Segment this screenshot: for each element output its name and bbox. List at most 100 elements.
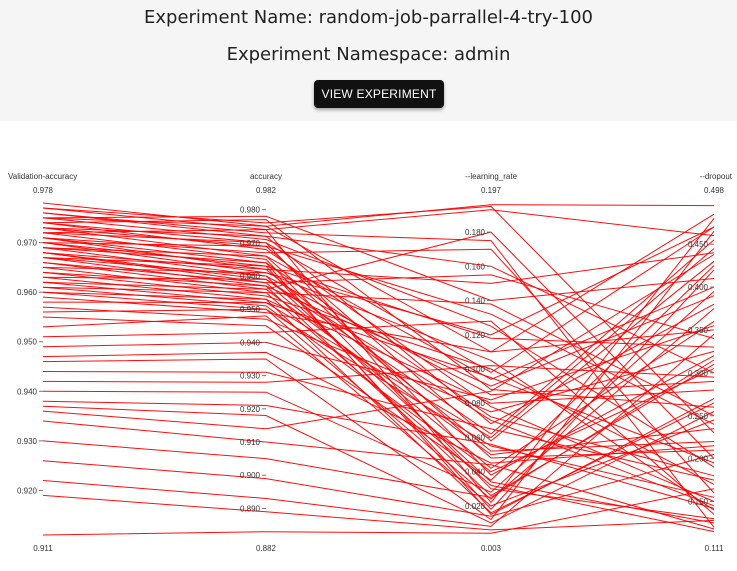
axis-tick-label-accuracy-1: 0.890 — [240, 504, 261, 513]
trial-line-27 — [42, 239, 715, 435]
trial-line-3 — [42, 207, 715, 237]
axis-tick-label-learning-rate-6: 0.120 — [465, 331, 486, 340]
trial-line-28 — [42, 252, 715, 452]
axis-tick-label-accuracy-5: 0.930 — [240, 372, 261, 381]
axis-tick-label-accuracy-6: 0.940 — [240, 338, 261, 347]
axis-tick-label-validation-accuracy-3: 0.940 — [17, 387, 38, 396]
experiment-namespace-title: Experiment Namespace: admin — [226, 44, 511, 65]
trial-line-59 — [42, 291, 715, 493]
trial-line-64 — [42, 359, 715, 498]
axis-tick-label-accuracy-4: 0.920 — [240, 405, 261, 414]
axis-tick-label-dropout-1: 0.150 — [688, 498, 709, 507]
trial-line-39 — [42, 276, 715, 404]
axis-tick-label-learning-rate-8: 0.160 — [465, 262, 486, 271]
trial-line-51 — [42, 265, 715, 481]
trial-line-54 — [42, 325, 715, 401]
axis-name-learning-rate: --learning_rate — [465, 172, 518, 181]
axis-tick-label-accuracy-8: 0.960 — [240, 272, 261, 281]
trial-line-23 — [42, 242, 715, 511]
axis-tick-label-validation-accuracy-2: 0.930 — [17, 437, 38, 446]
axis-max-label-learning-rate: 0.197 — [481, 186, 502, 195]
axis-tick-label-dropout-3: 0.250 — [688, 412, 709, 421]
axis-tick-label-validation-accuracy-5: 0.960 — [17, 288, 38, 297]
axis-tick-label-learning-rate-4: 0.080 — [465, 399, 486, 408]
axis-tick-label-validation-accuracy-4: 0.950 — [17, 338, 38, 347]
trial-line-15 — [42, 232, 715, 476]
axis-tick-label-validation-accuracy-1: 0.920 — [17, 486, 38, 495]
trial-line-52 — [42, 315, 715, 507]
trial-line-32 — [42, 257, 715, 511]
axis-tick-label-accuracy-7: 0.950 — [240, 305, 261, 314]
trial-line-68 — [42, 488, 715, 536]
axis-tick-label-dropout-5: 0.350 — [688, 326, 709, 335]
axis-name-accuracy: accuracy — [250, 172, 282, 181]
parallel-coordinates-chart: Validation-accuracy 0.978 0.911 0.920 0.930 0… — [0, 121, 737, 566]
axis-max-label-accuracy: 0.982 — [256, 186, 277, 195]
axis-tick-label-learning-rate-7: 0.140 — [465, 297, 486, 306]
axis-tick-label-accuracy-2: 0.900 — [240, 471, 261, 480]
trial-line-62 — [42, 254, 715, 430]
axis-tick-label-dropout-6: 0.400 — [688, 283, 709, 292]
trial-line-58 — [42, 365, 715, 383]
trial-line-47 — [42, 213, 715, 353]
trial-line-35 — [42, 266, 715, 417]
trial-line-6 — [42, 215, 715, 302]
axis-max-label-dropout: 0.498 — [704, 186, 725, 195]
trial-line-10 — [42, 219, 715, 408]
axis-tick-label-learning-rate-1: 0.020 — [465, 502, 486, 511]
trial-line-20 — [42, 237, 715, 284]
trial-line-34 — [42, 262, 715, 339]
trial-line-44 — [42, 286, 715, 533]
axis-min-label-validation-accuracy: 0.911 — [33, 544, 53, 553]
trial-line-53 — [42, 320, 715, 515]
axis-min-label-accuracy: 0.882 — [256, 544, 277, 553]
trial-line-49 — [42, 306, 715, 413]
axis-max-label-validation-accuracy: 0.978 — [33, 186, 54, 195]
trial-line-1 — [42, 202, 715, 227]
experiment-name-title: Experiment Name: random-job-parrallel-4-… — [144, 7, 593, 28]
trial-line-57 — [42, 371, 715, 481]
trial-line-21 — [42, 242, 715, 425]
trial-line-55 — [42, 351, 715, 464]
axis-tick-label-learning-rate-9: 0.180 — [465, 228, 486, 237]
trial-line-4 — [42, 212, 715, 528]
axis-name-dropout: --dropout — [700, 172, 733, 181]
trial-line-24 — [42, 247, 715, 380]
axis-tick-label-validation-accuracy-6: 0.970 — [17, 239, 38, 248]
trial-line-56 — [42, 230, 715, 521]
trial-line-67 — [42, 494, 715, 531]
axis-tick-label-learning-rate-2: 0.040 — [465, 468, 486, 477]
axis-tick-label-learning-rate-3: 0.060 — [465, 433, 486, 442]
trial-line-41 — [42, 248, 715, 439]
axis-tick-label-accuracy-9: 0.970 — [240, 239, 261, 248]
axis-min-label-dropout: 0.111 — [705, 544, 724, 553]
trial-line-30 — [42, 257, 715, 524]
experiment-header: Experiment Name: random-job-parrallel-4-… — [0, 0, 737, 121]
trial-line-42 — [42, 281, 715, 456]
view-experiment-button[interactable]: VIEW EXPERIMENT — [314, 80, 444, 108]
axis-tick-label-learning-rate-5: 0.100 — [465, 365, 486, 374]
trial-line-61 — [42, 405, 715, 524]
trial-line-65 — [42, 453, 715, 517]
trial-line-29 — [42, 252, 715, 469]
trial-line-66 — [42, 333, 715, 527]
trial-line-13 — [42, 227, 715, 442]
axis-min-label-learning-rate: 0.003 — [481, 544, 502, 553]
axis-name-validation-accuracy: Validation-accuracy — [8, 172, 77, 181]
axis-tick-label-dropout-4: 0.300 — [688, 369, 709, 378]
trial-line-45 — [42, 291, 715, 500]
chart-svg: Validation-accuracy 0.978 0.911 0.920 0.930 0… — [8, 172, 733, 553]
axis-tick-label-dropout-2: 0.200 — [688, 455, 709, 464]
trial-line-9 — [42, 222, 715, 373]
trial-line-50 — [42, 308, 715, 498]
trial-line-36 — [42, 226, 715, 336]
axis-tick-label-accuracy-3: 0.910 — [240, 438, 261, 447]
trial-line-12 — [42, 227, 715, 425]
trial-line-46 — [42, 291, 715, 514]
trial-line-63 — [42, 420, 715, 530]
trial-line-48 — [42, 301, 715, 464]
axis-tick-label-dropout-7: 0.450 — [688, 240, 709, 249]
axis-tick-label-accuracy-10: 0.980 — [240, 206, 261, 215]
trial-line-60 — [42, 400, 715, 509]
trial-line-33 — [42, 231, 715, 459]
